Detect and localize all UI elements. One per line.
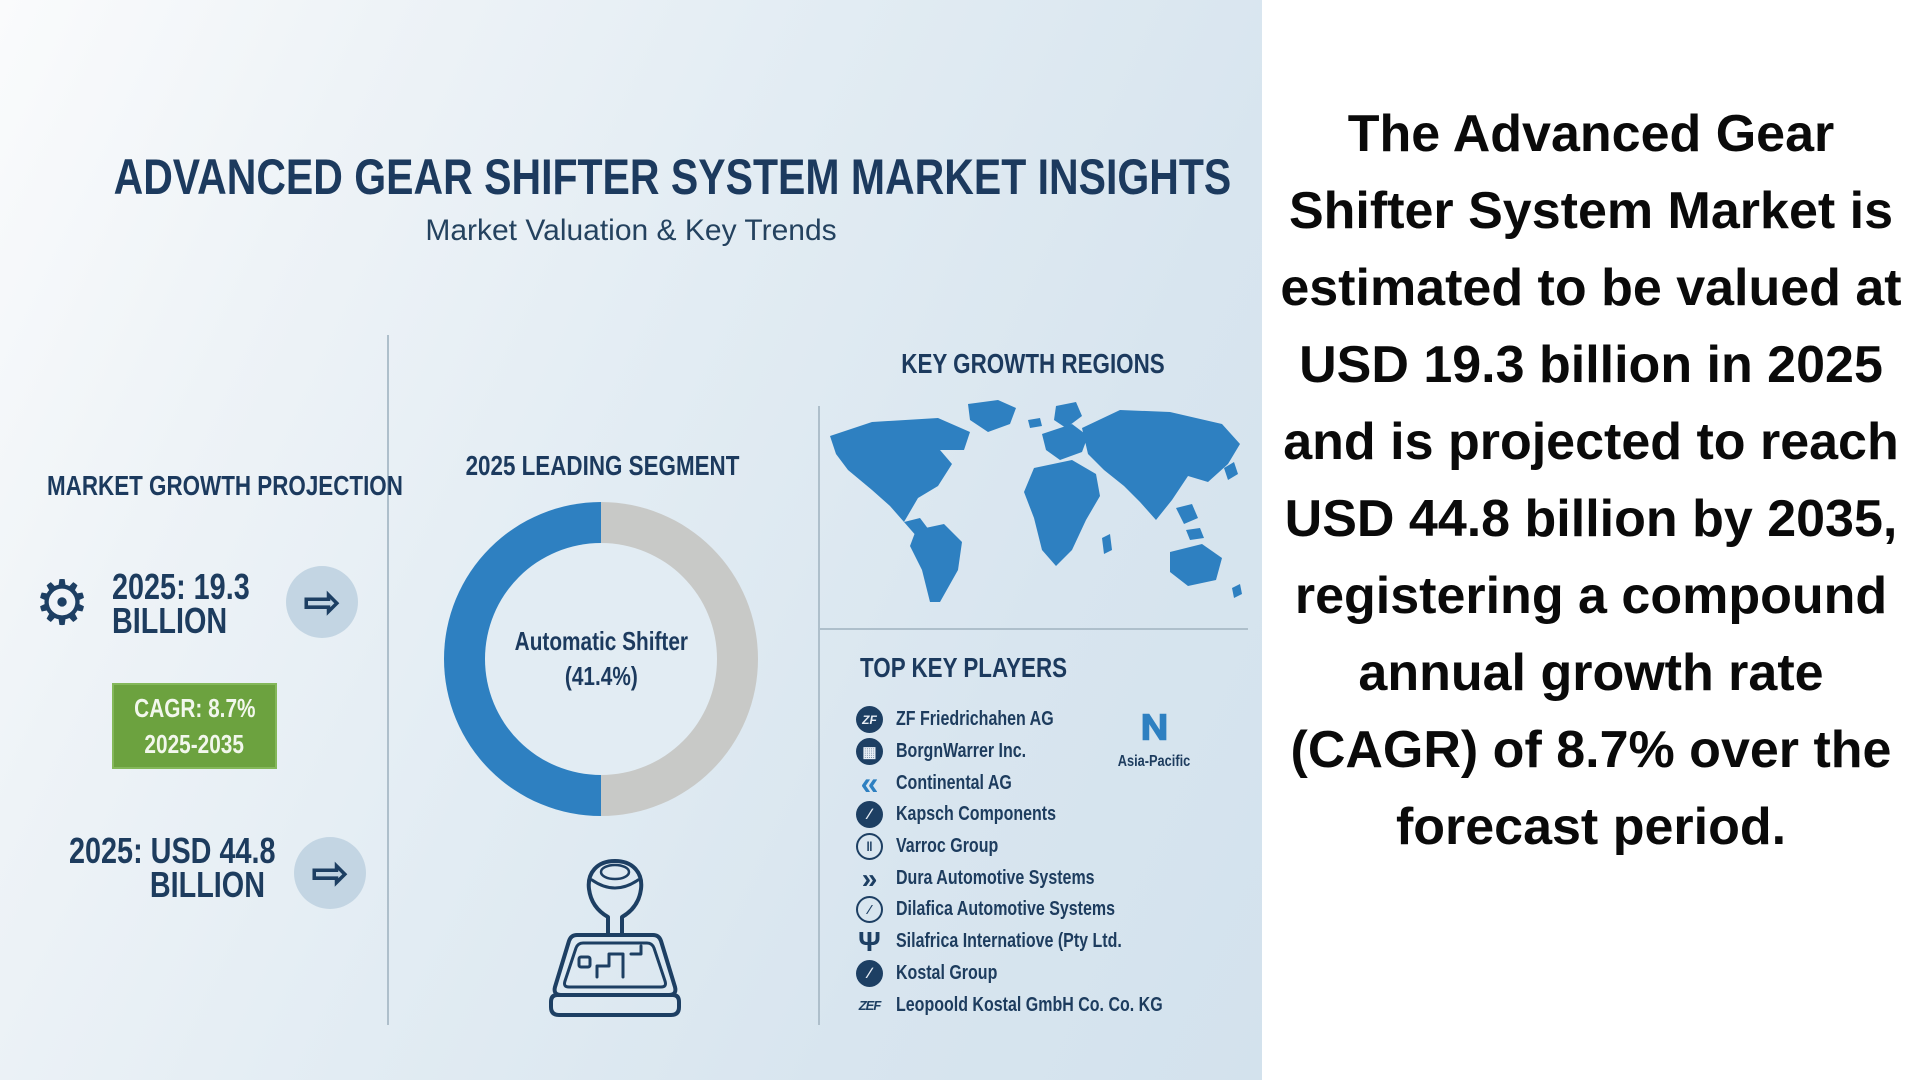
player-row: ▦ BorgnWarrer Inc. — [856, 736, 1216, 768]
regions-section-heading: KEY GROWTH REGIONS — [901, 348, 1165, 379]
dilafica-logo-icon: ∕ — [856, 896, 883, 924]
gear-icon: ⚙ — [34, 569, 90, 638]
player-name: BorgnWarrer Inc. — [896, 740, 1027, 763]
cagr-value: CAGR: 8.7% — [133, 693, 256, 723]
stat-2035-line1: 2025: USD 44.8 — [69, 830, 276, 871]
player-name: ZF Friedrichahen AG — [896, 708, 1054, 731]
player-row: ZEF Leopoold Kostal GmbH Co. Co. KG — [856, 989, 1216, 1021]
players-section-heading: TOP KEY PLAYERS — [860, 652, 1068, 683]
leading-segment-donut-chart: Automatic Shifter (41.4%) — [444, 502, 758, 816]
player-row: Ψ Silafrica Internatiove (Pty Ltd. — [856, 926, 1216, 958]
page-subtitle: Market Valuation & Key Trends — [425, 214, 837, 247]
arrow-right-icon: ⇨ — [294, 837, 366, 909]
gear-shifter-icon — [549, 859, 681, 1017]
player-row: ∕ Dilafica Automotive Systems — [856, 894, 1216, 926]
player-name: Continental AG — [896, 771, 1012, 794]
world-map — [830, 400, 1242, 602]
stat-2035-value: 2025: USD 44.8 BILLION — [69, 830, 276, 905]
page-title: ADVANCED GEAR SHIFTER SYSTEM MARKET INSI… — [113, 149, 1232, 205]
player-row: « Continental AG — [856, 767, 1216, 799]
player-row: ZF ZF Friedrichahen AG — [856, 704, 1216, 736]
stat-2035-line2: BILLION — [149, 864, 265, 905]
segment-section-heading: 2025 LEADING SEGMENT — [465, 450, 740, 481]
dura-logo-icon: » — [861, 862, 878, 894]
stat-2025-line2: BILLION — [112, 600, 228, 641]
player-name: Silafrica Internatiove (Pty Ltd. — [896, 930, 1122, 953]
player-row: ‖ Varroc Group — [856, 831, 1216, 863]
continental-logo-icon: « — [860, 764, 879, 801]
player-row: ∕ Kapsch Components — [856, 799, 1216, 831]
kostal-logo-icon: ∕ — [856, 959, 883, 987]
zf-logo-icon: ZF — [856, 706, 883, 734]
arrow-right-icon: ⇨ — [286, 566, 358, 638]
player-name: Dilafica Automotive Systems — [896, 898, 1116, 921]
asia-pacific-logo-icon — [1142, 713, 1167, 741]
leopold-kostal-logo-icon: ZEF — [858, 997, 882, 1013]
player-row: » Dura Automotive Systems — [856, 862, 1216, 894]
silafrica-logo-icon: Ψ — [858, 926, 881, 958]
cagr-badge: CAGR: 8.7% 2025-2035 — [112, 683, 277, 769]
varroc-logo-icon: ‖ — [856, 833, 883, 861]
summary-text: The Advanced Gear Shifter System Market … — [1280, 105, 1902, 856]
growth-section-heading: MARKET GROWTH PROJECTION — [47, 470, 403, 501]
asia-pacific-label: Asia-Pacific — [1117, 753, 1191, 770]
player-name: Kapsch Components — [896, 803, 1057, 826]
player-name: Kostal Group — [896, 961, 998, 984]
divider-horizontal — [820, 628, 1248, 630]
kapsch-logo-icon: ∕ — [856, 801, 883, 829]
donut-hole — [485, 543, 717, 775]
borgwarner-logo-icon: ▦ — [856, 738, 883, 766]
divider-vertical-left — [387, 335, 389, 1025]
cagr-period: 2025-2035 — [144, 729, 245, 759]
summary-panel: The Advanced Gear Shifter System Market … — [1262, 0, 1920, 1080]
stat-2025-value: 2025: 19.3 BILLION — [112, 566, 250, 641]
key-players-list: ZF ZF Friedrichahen AG ▦ BorgnWarrer Inc. « C… — [856, 704, 1216, 1021]
market-infographic: ADVANCED GEAR SHIFTER SYSTEM MARKET INSI… — [0, 0, 1262, 1080]
player-name: Varroc Group — [896, 835, 999, 858]
stat-2025-line1: 2025: 19.3 — [112, 566, 250, 607]
asia-pacific-region: Asia-Pacific — [1096, 708, 1212, 771]
player-row: ∕ Kostal Group — [856, 958, 1216, 990]
donut-label-line1: Automatic Shifter — [514, 626, 688, 656]
player-name: Dura Automotive Systems — [896, 866, 1095, 889]
donut-center-label: Automatic Shifter (41.4%) — [514, 624, 687, 694]
player-name: Leopoold Kostal GmbH Co. Co. KG — [896, 993, 1163, 1016]
donut-label-line2: (41.4%) — [564, 661, 638, 691]
divider-vertical-right — [818, 406, 820, 1025]
